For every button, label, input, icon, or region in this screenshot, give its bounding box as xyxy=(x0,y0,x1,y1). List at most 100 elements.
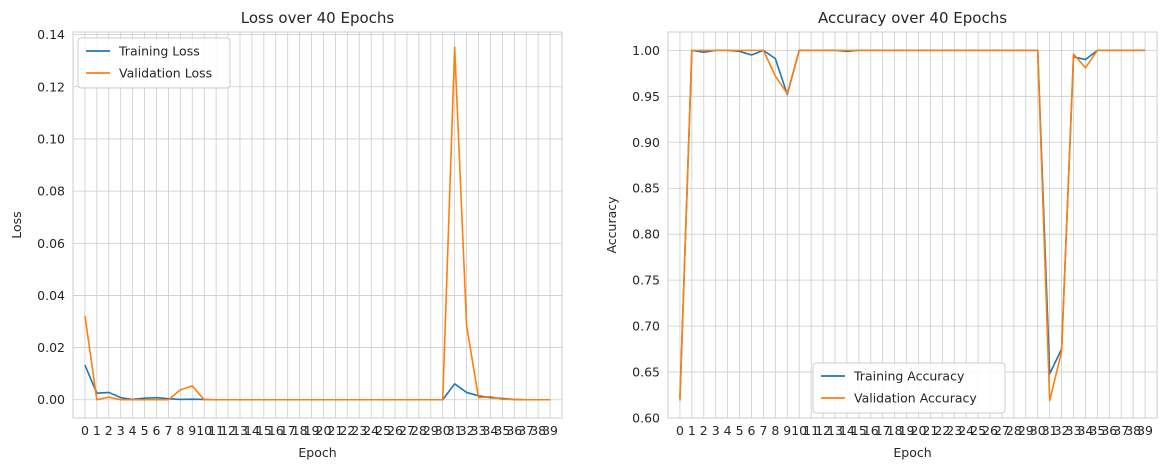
loss-x-tick-label: 38 xyxy=(530,423,546,438)
loss-x-tick-label: 1 xyxy=(93,423,101,438)
loss-legend-box xyxy=(77,37,231,89)
loss-gridlines xyxy=(72,31,563,419)
accuracy-x-tick-label: 22 xyxy=(934,423,950,438)
accuracy-gridlines xyxy=(667,31,1158,419)
loss-x-tick-label: 34 xyxy=(482,423,498,438)
accuracy-x-tick-label: 19 xyxy=(899,423,915,438)
accuracy-x-tick-label: 1 xyxy=(688,423,696,438)
accuracy-x-tick-label: 27 xyxy=(994,423,1010,438)
accuracy-x-ticks: 0 1 2 3 4 5 6 7 8 9 101112131415161718192021222324… xyxy=(676,423,1153,438)
accuracy-y-tick-label: 0.80 xyxy=(632,227,660,242)
accuracy-x-tick-label: 20 xyxy=(911,423,927,438)
accuracy-x-tick-label: 29 xyxy=(1018,423,1034,438)
accuracy-series-line-0 xyxy=(679,49,1146,398)
loss-x-tick-label: 35 xyxy=(494,423,510,438)
accuracy-series-line-1 xyxy=(679,49,1146,402)
loss-x-tick-label: 31 xyxy=(447,423,463,438)
loss-x-tick-label: 13 xyxy=(232,423,248,438)
accuracy-x-tick-label: 33 xyxy=(1066,423,1082,438)
loss-y-tick-label: 0.10 xyxy=(37,131,65,146)
loss-chart-title: Loss over 40 Epochs xyxy=(241,9,395,27)
accuracy-x-tick-label: 36 xyxy=(1101,423,1117,438)
accuracy-y-axis-label: Accuracy xyxy=(604,196,619,254)
accuracy-y-tick-label: 0.70 xyxy=(632,319,660,334)
loss-x-ticks: 0 1 2 3 4 5 6 7 8 9 101112131415161718192021222324… xyxy=(81,423,558,438)
accuracy-x-tick-label: 10 xyxy=(791,423,807,438)
loss-x-tick-label: 15 xyxy=(256,423,272,438)
loss-x-tick-label: 37 xyxy=(518,423,534,438)
accuracy-y-tick-label: 0.90 xyxy=(632,135,660,150)
accuracy-x-tick-label: 6 xyxy=(748,423,756,438)
loss-x-tick-label: 2 xyxy=(105,423,113,438)
accuracy-y-tick-label: 1.00 xyxy=(632,43,660,58)
loss-x-tick-label: 5 xyxy=(141,423,149,438)
loss-series-line-1 xyxy=(84,46,551,401)
loss-x-tick-label: 32 xyxy=(459,423,475,438)
accuracy-x-tick-label: 15 xyxy=(851,423,867,438)
accuracy-y-tick-label: 0.85 xyxy=(632,181,660,196)
loss-x-tick-label: 3 xyxy=(117,423,125,438)
accuracy-x-tick-label: 5 xyxy=(736,423,744,438)
loss-y-tick-label: 0.08 xyxy=(37,184,65,199)
accuracy-y-tick-label: 0.60 xyxy=(632,411,660,426)
loss-x-tick-label: 30 xyxy=(435,423,451,438)
loss-y-ticks: 0.00 0.02 0.04 0.06 0.08 0.10 0.12 0.14 xyxy=(37,27,65,407)
loss-x-tick-label: 28 xyxy=(411,423,427,438)
accuracy-x-tick-label: 3 xyxy=(712,423,720,438)
loss-x-axis-label: Epoch xyxy=(298,445,336,460)
accuracy-x-tick-label: 26 xyxy=(982,423,998,438)
accuracy-x-tick-label: 21 xyxy=(922,423,938,438)
loss-x-tick-label: 22 xyxy=(339,423,355,438)
accuracy-x-tick-label: 8 xyxy=(771,423,779,438)
loss-y-tick-label: 0.02 xyxy=(37,340,65,355)
accuracy-x-tick-label: 4 xyxy=(724,423,732,438)
accuracy-legend-label-validation: Validation Accuracy xyxy=(854,391,977,406)
accuracy-y-tick-label: 0.65 xyxy=(632,365,660,380)
accuracy-x-tick-label: 16 xyxy=(863,423,879,438)
loss-x-tick-label: 10 xyxy=(196,423,212,438)
loss-x-tick-label: 25 xyxy=(375,423,391,438)
loss-y-tick-label: 0.00 xyxy=(37,392,65,407)
loss-x-tick-label: 18 xyxy=(292,423,308,438)
loss-x-tick-label: 9 xyxy=(188,423,196,438)
loss-x-tick-label: 16 xyxy=(268,423,284,438)
loss-x-tick-label: 7 xyxy=(164,423,172,438)
loss-y-tick-label: 0.06 xyxy=(37,236,65,251)
loss-legend-label-validation: Validation Loss xyxy=(119,66,212,81)
loss-x-tick-label: 17 xyxy=(280,423,296,438)
loss-x-tick-label: 19 xyxy=(304,423,320,438)
accuracy-chart-title: Accuracy over 40 Epochs xyxy=(818,9,1007,27)
loss-x-tick-label: 39 xyxy=(542,423,558,438)
accuracy-x-tick-label: 25 xyxy=(970,423,986,438)
loss-series xyxy=(84,46,551,401)
accuracy-x-tick-label: 0 xyxy=(676,423,684,438)
accuracy-legend-label-training: Training Accuracy xyxy=(853,369,965,384)
accuracy-series xyxy=(679,49,1146,402)
accuracy-legend: Training Accuracy Validation Accuracy xyxy=(812,362,1006,414)
loss-x-tick-label: 14 xyxy=(244,423,260,438)
accuracy-x-tick-label: 7 xyxy=(759,423,767,438)
accuracy-x-tick-label: 18 xyxy=(887,423,903,438)
accuracy-y-tick-label: 0.75 xyxy=(632,273,660,288)
accuracy-x-tick-label: 32 xyxy=(1054,423,1070,438)
accuracy-x-tick-label: 2 xyxy=(700,423,708,438)
accuracy-x-tick-label: 24 xyxy=(958,423,974,438)
accuracy-x-tick-label: 28 xyxy=(1006,423,1022,438)
accuracy-x-axis-label: Epoch xyxy=(893,445,931,460)
accuracy-x-tick-label: 14 xyxy=(839,423,855,438)
accuracy-x-tick-label: 30 xyxy=(1030,423,1046,438)
accuracy-legend-box xyxy=(812,362,1006,414)
accuracy-x-tick-label: 23 xyxy=(946,423,962,438)
loss-plot-frame xyxy=(72,31,563,419)
accuracy-x-tick-label: 34 xyxy=(1077,423,1093,438)
loss-x-tick-label: 23 xyxy=(351,423,367,438)
accuracy-x-tick-label: 11 xyxy=(803,423,819,438)
loss-y-axis-label: Loss xyxy=(9,211,24,238)
loss-legend: Training Loss Validation Loss xyxy=(77,37,231,89)
loss-series-line-0 xyxy=(84,364,551,401)
accuracy-y-tick-label: 0.95 xyxy=(632,89,660,104)
